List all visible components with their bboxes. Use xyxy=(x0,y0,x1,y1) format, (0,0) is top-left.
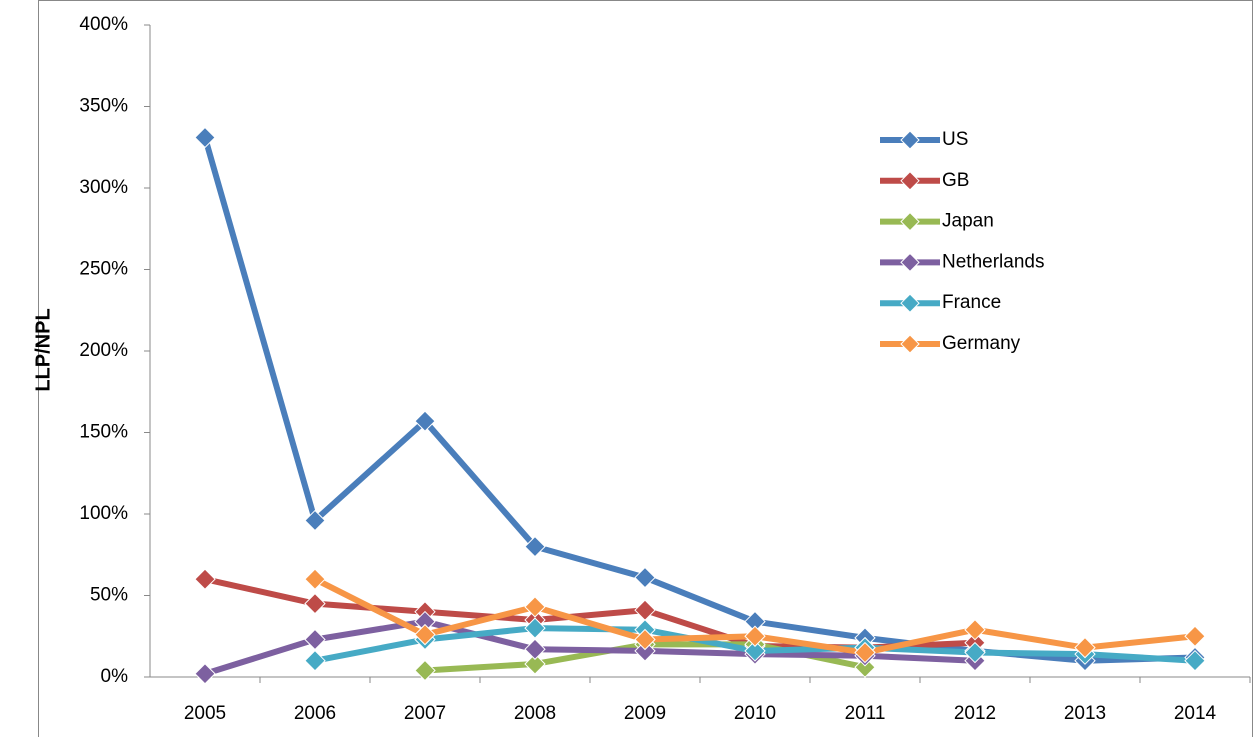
point-marker xyxy=(524,653,546,675)
point-marker xyxy=(414,659,436,682)
legend-label: France xyxy=(942,292,1001,313)
x-tick-label: 2006 xyxy=(294,703,336,724)
legend-marker xyxy=(900,211,920,232)
y-tick-label: 150% xyxy=(79,422,128,443)
y-tick-label: 0% xyxy=(101,666,129,687)
point-marker xyxy=(634,599,656,621)
point-marker xyxy=(524,638,546,660)
y-tick-label: 200% xyxy=(79,340,128,361)
point-marker xyxy=(744,625,766,647)
legend-label: Japan xyxy=(942,211,994,232)
legend-marker xyxy=(900,171,920,191)
point-marker xyxy=(1184,625,1206,647)
x-tick-label: 2013 xyxy=(1064,703,1106,724)
point-marker xyxy=(964,641,986,664)
point-marker xyxy=(194,568,216,590)
y-tick-label: 100% xyxy=(79,503,128,524)
x-tick-label: 2011 xyxy=(845,703,886,724)
point-marker xyxy=(414,410,436,432)
y-tick-label: 250% xyxy=(79,259,128,280)
point-marker xyxy=(634,640,656,662)
y-tick-label: 400% xyxy=(79,14,128,35)
x-tick-label: 2010 xyxy=(734,703,776,724)
legend-label: Germany xyxy=(942,333,1021,354)
y-tick-label: 300% xyxy=(79,177,128,198)
legend-marker xyxy=(900,334,920,354)
point-marker xyxy=(304,509,326,532)
x-tick-label: 2007 xyxy=(404,703,446,724)
legend-marker xyxy=(900,130,920,150)
legend-label: GB xyxy=(942,170,969,191)
point-marker xyxy=(634,566,656,589)
point-marker xyxy=(964,619,986,641)
point-marker xyxy=(524,596,546,618)
legend-label: Netherlands xyxy=(942,251,1044,272)
x-tick-label: 2014 xyxy=(1174,703,1217,724)
point-marker xyxy=(1074,636,1096,659)
point-marker xyxy=(304,592,326,615)
x-tick-label: 2008 xyxy=(514,703,556,724)
legend-label: US xyxy=(942,129,968,150)
point-marker xyxy=(744,640,766,662)
series-line xyxy=(204,618,976,677)
point-marker xyxy=(304,649,326,672)
x-tick-label: 2012 xyxy=(954,703,996,724)
point-marker xyxy=(304,568,326,590)
legend-marker xyxy=(900,252,920,273)
point-marker xyxy=(524,535,546,558)
point-marker xyxy=(854,641,876,664)
series-line xyxy=(202,136,1196,664)
point-marker xyxy=(304,628,326,651)
point-marker xyxy=(854,656,876,678)
point-marker xyxy=(634,628,656,651)
y-axis-label: LLP/NPL xyxy=(32,308,54,391)
y-tick-label: 50% xyxy=(90,585,128,606)
legend-marker xyxy=(900,293,920,313)
x-tick-label: 2009 xyxy=(624,703,666,724)
point-marker xyxy=(1184,649,1206,672)
x-tick-label: 2005 xyxy=(184,703,226,724)
point-marker xyxy=(194,663,216,685)
point-marker xyxy=(524,617,546,639)
point-marker xyxy=(414,623,436,646)
point-marker xyxy=(194,126,216,149)
y-tick-label: 350% xyxy=(79,96,128,117)
